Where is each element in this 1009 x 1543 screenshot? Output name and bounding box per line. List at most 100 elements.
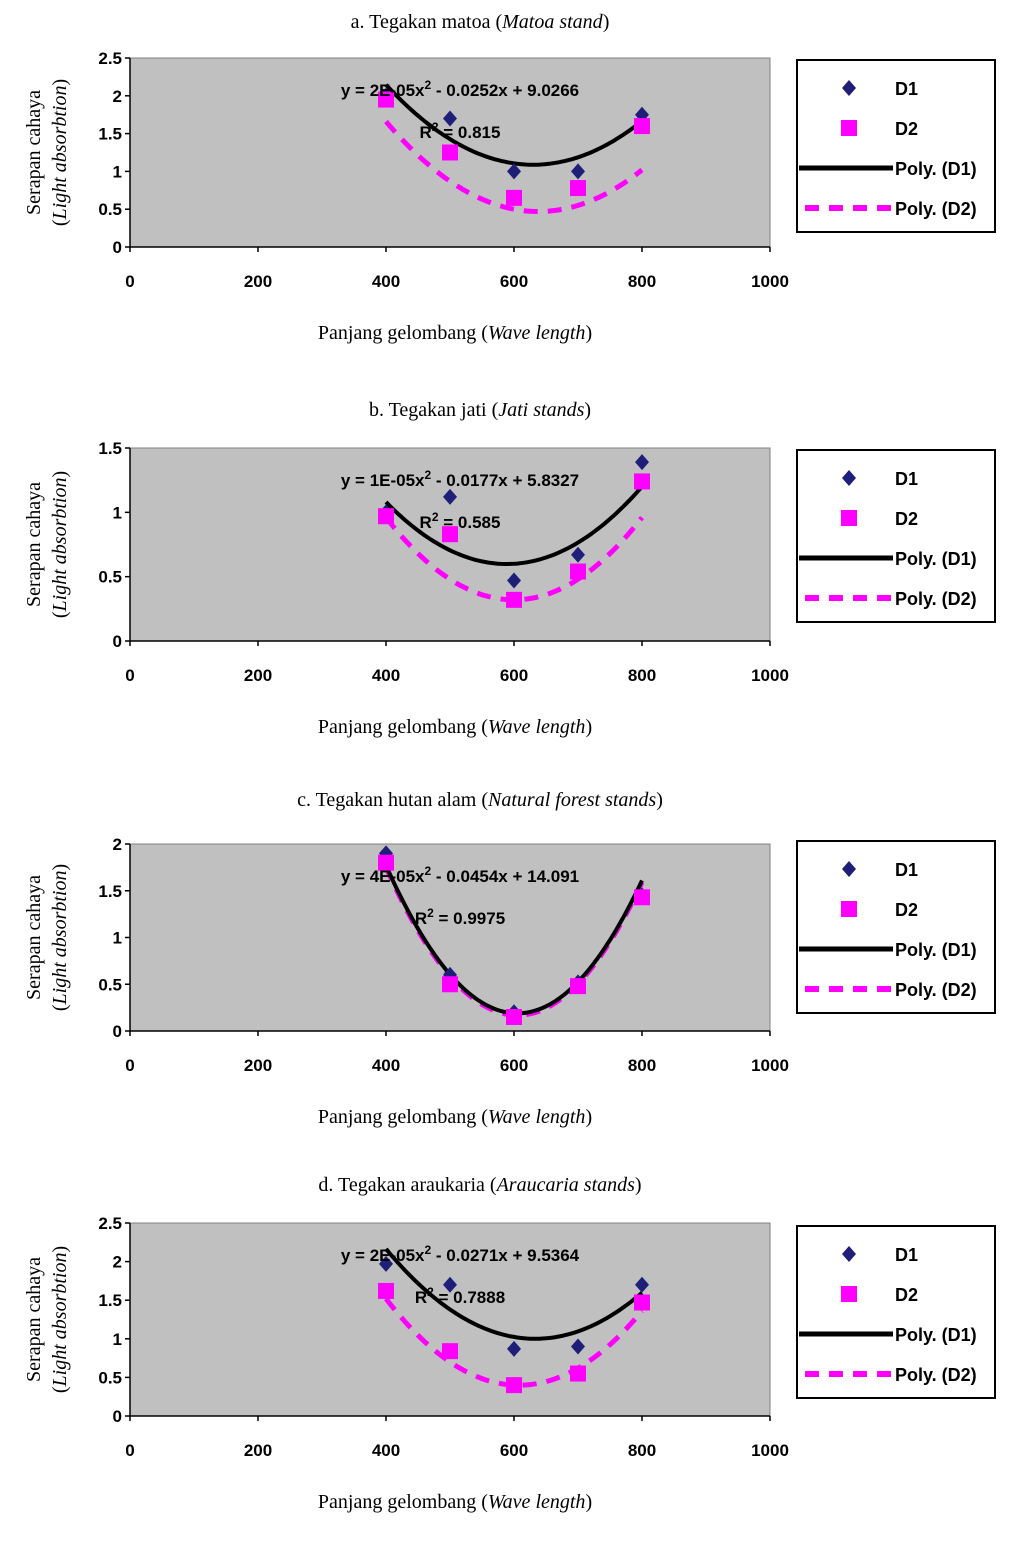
x-tick-label: 1000 xyxy=(751,666,789,685)
legend-label-poly-d2: Poly. (D2) xyxy=(895,589,977,609)
y-tick-label: 1 xyxy=(113,503,122,522)
r-squared-label: R2 = 0.815 xyxy=(420,120,501,142)
d1-point xyxy=(571,163,585,180)
y-tick-label: 0 xyxy=(113,1407,122,1426)
legend-label-poly-d1: Poly. (D1) xyxy=(895,549,977,569)
legend-d1-marker xyxy=(842,470,856,486)
legend-d2-marker xyxy=(841,510,857,526)
d2-point xyxy=(506,1008,522,1025)
chart-title: a. Tegakan matoa (Matoa stand) xyxy=(351,11,610,33)
x-tick-label: 0 xyxy=(125,666,134,685)
x-axis-label: Panjang gelombang (Wave length) xyxy=(318,1106,592,1128)
d2-point xyxy=(570,563,586,580)
x-axis-label: Panjang gelombang (Wave length) xyxy=(318,322,592,344)
trendline-d1 xyxy=(384,485,644,566)
legend-d1-marker xyxy=(842,1246,856,1262)
legend-box xyxy=(796,1225,996,1399)
trendline-d1 xyxy=(384,1247,644,1341)
x-tick-label: 0 xyxy=(125,1441,134,1460)
legend-d2-marker xyxy=(841,901,857,917)
d1-point xyxy=(443,966,457,983)
y-tick-label: 1 xyxy=(113,1330,122,1349)
y-tick-label: 1 xyxy=(113,162,122,181)
y-tick-label: 0 xyxy=(113,238,122,257)
d2-point xyxy=(634,118,650,135)
d2-point xyxy=(570,978,586,995)
trendline-d2 xyxy=(384,119,644,214)
y-axis-label-units: (Light absorbtion) xyxy=(49,471,71,618)
legend-label-d1: D1 xyxy=(895,469,918,489)
x-tick-label: 600 xyxy=(500,1441,528,1460)
x-tick-label: 1000 xyxy=(751,1056,789,1075)
d2-point xyxy=(378,91,394,108)
y-tick-label: 2 xyxy=(113,87,122,106)
d2-point xyxy=(442,1343,458,1360)
d2-point xyxy=(378,508,394,525)
d1-point xyxy=(379,1255,393,1272)
x-tick-label: 600 xyxy=(500,272,528,291)
d1-point xyxy=(507,163,521,180)
y-axis-label-units: (Light absorbtion) xyxy=(49,1246,71,1393)
y-tick-label: 0 xyxy=(113,632,122,651)
y-tick-label: 2.5 xyxy=(98,49,122,68)
chart-svg: b. Tegakan jati (Jati stands) 0 0.5 1 1.5 0 20… xyxy=(23,399,996,738)
legend-label-d1: D1 xyxy=(895,1245,918,1265)
y-tick-label: 1 xyxy=(113,929,122,948)
y-tick-label: 1.5 xyxy=(98,125,122,144)
legend-d2-marker xyxy=(841,1286,857,1302)
trendline-d1 xyxy=(384,83,644,167)
d1-point xyxy=(443,1276,457,1293)
d2-point xyxy=(506,1377,522,1394)
legend-box xyxy=(796,449,996,623)
legend-box xyxy=(796,840,996,1014)
trendline-equation: y = 2E-05x2 - 0.0271x + 9.5364 xyxy=(341,1243,580,1265)
d2-point xyxy=(570,1365,586,1382)
legend-label-d2: D2 xyxy=(895,509,918,529)
y-tick-label: 2.5 xyxy=(98,1214,122,1233)
y-tick-label: 0.5 xyxy=(98,200,122,219)
x-tick-label: 200 xyxy=(244,666,272,685)
legend-label-poly-d2: Poly. (D2) xyxy=(895,199,977,219)
x-tick-label: 0 xyxy=(125,272,134,291)
x-tick-label: 800 xyxy=(628,1056,656,1075)
chart-panel-d: d. Tegakan araukaria (Araucaria stands) 0… xyxy=(0,1163,1009,1543)
d2-point xyxy=(634,1294,650,1311)
legend-label-poly-d1: Poly. (D1) xyxy=(895,159,977,179)
d2-point xyxy=(378,1282,394,1299)
legend-d1-marker xyxy=(842,80,856,96)
d2-point xyxy=(506,591,522,608)
y-tick-label: 0.5 xyxy=(98,1368,122,1387)
chart-panel-c: c. Tegakan hutan alam (Natural forest st… xyxy=(0,778,1009,1158)
x-tick-label: 800 xyxy=(628,666,656,685)
x-axis-label: Panjang gelombang (Wave length) xyxy=(318,1491,592,1513)
d1-point xyxy=(443,488,457,505)
chart-title: b. Tegakan jati (Jati stands) xyxy=(369,399,591,421)
y-axis-label: Serapan cahaya xyxy=(23,875,45,1000)
r-squared-label: R2 = 0.9975 xyxy=(415,906,505,928)
y-axis-label-units: (Light absorbtion) xyxy=(49,79,71,226)
trendline-equation: y = 2E-05x2 - 0.0252x + 9.0266 xyxy=(341,78,579,100)
legend-label-d2: D2 xyxy=(895,1285,918,1305)
legend-d2-marker xyxy=(841,120,857,136)
d1-point xyxy=(635,1276,649,1293)
x-tick-label: 1000 xyxy=(751,1441,789,1460)
legend-label-poly-d2: Poly. (D2) xyxy=(895,980,977,1000)
chart-svg: d. Tegakan araukaria (Araucaria stands) 0… xyxy=(23,1174,996,1513)
d1-point xyxy=(507,572,521,589)
legend-box xyxy=(796,59,996,233)
chart-panel-a: a. Tegakan matoa (Matoa stand) 0 0.5 1 1.5 2 2… xyxy=(0,0,1009,380)
chart-title: c. Tegakan hutan alam (Natural forest st… xyxy=(297,789,663,811)
chart-svg: a. Tegakan matoa (Matoa stand) 0 0.5 1 1.5 2 2… xyxy=(23,11,996,344)
x-tick-label: 0 xyxy=(125,1056,134,1075)
x-tick-label: 400 xyxy=(372,1056,400,1075)
y-axis-label-units: (Light absorbtion) xyxy=(49,864,71,1011)
legend-label-poly-d2: Poly. (D2) xyxy=(895,1365,977,1385)
y-axis-label: Serapan cahaya xyxy=(23,482,45,607)
y-tick-label: 1.5 xyxy=(98,1291,122,1310)
y-tick-label: 1.5 xyxy=(98,439,122,458)
legend-label-poly-d1: Poly. (D1) xyxy=(895,940,977,960)
y-tick-label: 0.5 xyxy=(98,568,122,587)
d2-point xyxy=(442,144,458,161)
x-tick-label: 800 xyxy=(628,272,656,291)
r-squared-label: R2 = 0.7888 xyxy=(415,1285,505,1307)
